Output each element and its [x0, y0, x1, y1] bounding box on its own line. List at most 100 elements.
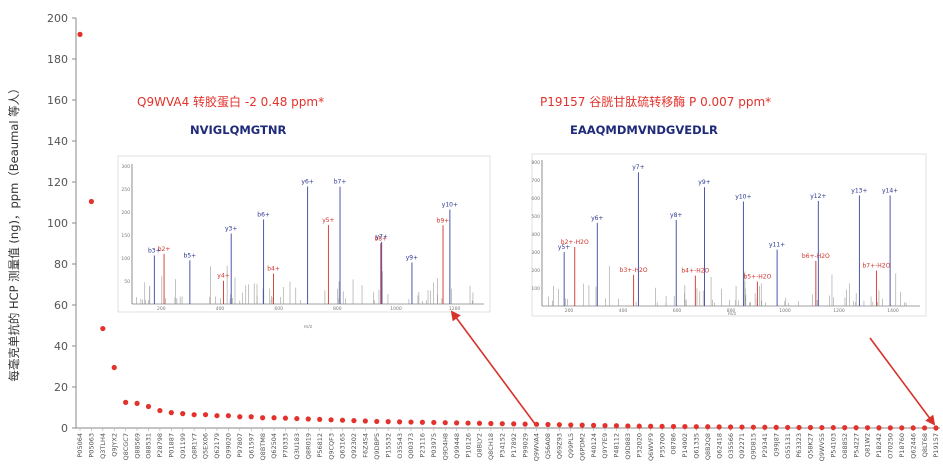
x-tick-label: P28798 [156, 433, 164, 458]
x-tick-label: P40124 [590, 433, 598, 458]
spectrum-ion-label: y8+ [670, 212, 682, 219]
data-point [705, 424, 711, 430]
spectrum-ion-label: b9+ [437, 217, 450, 224]
data-point [625, 423, 631, 429]
data-point [465, 420, 471, 426]
spectrum-ion-label: b3+-H2O [620, 267, 648, 274]
data-point [454, 420, 460, 426]
spectrum-ion-label: b2+-H2O [561, 239, 589, 246]
x-tick-label: P56812 [316, 433, 324, 458]
x-tick-label: P54103 [829, 433, 837, 458]
y-tick-label: 160 [47, 94, 68, 107]
spectrum-right-peaks: b2+-H2O b3+-H2O b4+-H2O b5+-H2O b6+-H2O b7+-H… [548, 164, 907, 306]
x-tick-label: P01887 [168, 433, 176, 458]
spectrum-y-tick-label: 300 [121, 164, 130, 170]
spectrum-x-tick-label: 1000 [390, 306, 402, 312]
x-tick-label: O70250 [887, 433, 895, 459]
data-point [545, 421, 551, 428]
spectrum-x-tick-label: 800 [333, 306, 342, 312]
x-tick-label: P15532 [384, 433, 392, 458]
data-point [499, 421, 505, 427]
spectrum-ion-label: y14+ [882, 187, 898, 194]
x-tick-label: P48112 [613, 433, 621, 458]
y-axis-title: 每毫克单抗的 HCP 测量值 (ng)，ppm（Beaumal 等人） [7, 82, 21, 381]
data-point [613, 423, 620, 429]
spectrum-y-tick-label: 50 [124, 279, 130, 285]
data-point [716, 424, 722, 430]
y-tick-label: 60 [54, 299, 68, 312]
x-tick-label: Q9WV55 [818, 433, 826, 461]
spectrum-y-tick-label: 300 [531, 250, 540, 256]
spectrum-ion-label: y4+ [217, 273, 229, 280]
data-point [145, 403, 152, 410]
x-tick-label: Q3U183 [293, 433, 301, 459]
spectrum-y-tick-label: 700 [531, 178, 540, 184]
data-points [77, 31, 939, 431]
x-tick-label: P03975 [430, 433, 438, 458]
spectrum-x-tick-label: 200 [157, 306, 166, 312]
data-point [533, 421, 540, 427]
x-tick-label: O35566 [727, 433, 735, 459]
data-point [419, 419, 425, 425]
x-tick-label: P19157 [932, 433, 940, 458]
spectrum-ion-label: b7+-H2O [862, 263, 890, 270]
annotation-left-peptide: NVIGLQMGTNR [190, 123, 286, 137]
spectrum-ion-label: b4+-H2O [681, 268, 709, 275]
spectrum-y-tick-label: 150 [121, 233, 130, 239]
spectrum-right-y-ticks: 800 700 600 500 400 300 200 100 [531, 160, 540, 292]
data-point [921, 425, 928, 431]
x-tick-label: Q99020 [225, 433, 233, 459]
x-tick-label: Q9JYX2 [110, 433, 118, 457]
spectrum-ion-label: y9+ [698, 179, 710, 186]
x-tick-label: P29341 [761, 433, 769, 458]
x-tick-label: Q9D4H8 [441, 433, 449, 460]
data-point [396, 419, 403, 425]
x-tick-label: O8786 [670, 433, 678, 455]
spectrum-x-tick-label: 1200 [449, 306, 461, 312]
spectrum-right-x-label: m/z [728, 311, 737, 317]
data-point [77, 31, 83, 37]
data-point [248, 414, 254, 420]
x-tick-label: Q62179 [213, 433, 221, 459]
spectrum-y-tick-label: 600 [531, 196, 540, 202]
data-point [636, 423, 642, 429]
x-tick-label: P70333 [282, 433, 290, 458]
data-point [385, 419, 391, 425]
spectrum-y-tick-label: 200 [531, 268, 540, 274]
data-point [682, 423, 688, 430]
x-tick-label: P63323 [795, 433, 803, 458]
spectrum-ion-label: b5+-H2O [743, 274, 771, 281]
x-tick-label: O88531 [145, 433, 153, 459]
x-tick-label: P97807 [236, 433, 244, 458]
spectrum-left-peaks: b2+ y4+ b4+ y5+ b8+ b9+ b3+ b5+ y3+ b6+ y6+ b7+ y7+ y… [136, 179, 474, 304]
spectrum-x-tick-label: 400 [216, 306, 225, 312]
annotation-right-peptide: EAAQMDMVNDGVEDLR [570, 123, 718, 137]
spectrum-ion-label: b7+ [334, 179, 347, 186]
x-tick-label: O35543 [396, 433, 404, 459]
y-tick-label: 80 [54, 258, 68, 271]
data-point [659, 423, 665, 429]
spectrum-x-tick-label: 1400 [887, 308, 899, 314]
x-tick-label: Q8BTM8 [259, 433, 267, 460]
data-point [739, 424, 745, 430]
annotation-right-title: P19157 谷胱甘肽硫转移酶 P 0.007 ppm* [540, 94, 771, 109]
data-point [591, 422, 597, 428]
spectrum-ion-label: y6+ [301, 179, 313, 186]
data-point [785, 424, 791, 431]
data-point [556, 422, 562, 428]
x-tick-label: F6Z4S4 [362, 433, 370, 458]
spectrum-ion-label: y5+ [558, 244, 570, 251]
spectrum-y-tick-label: 200 [121, 210, 130, 216]
data-point [339, 417, 346, 423]
data-point [88, 198, 95, 205]
data-point [476, 420, 483, 426]
x-tick-label: Q92302 [350, 433, 358, 459]
data-point [305, 416, 311, 422]
spectrum-ion-label: y7+ [632, 164, 644, 171]
spectrum-x-tick-label: 600 [274, 306, 283, 312]
spectrum-x-tick-label: 400 [619, 308, 628, 314]
data-point [442, 420, 448, 426]
x-tick-label: P10126 [464, 433, 472, 458]
x-tick-label: P05063 [88, 433, 96, 458]
